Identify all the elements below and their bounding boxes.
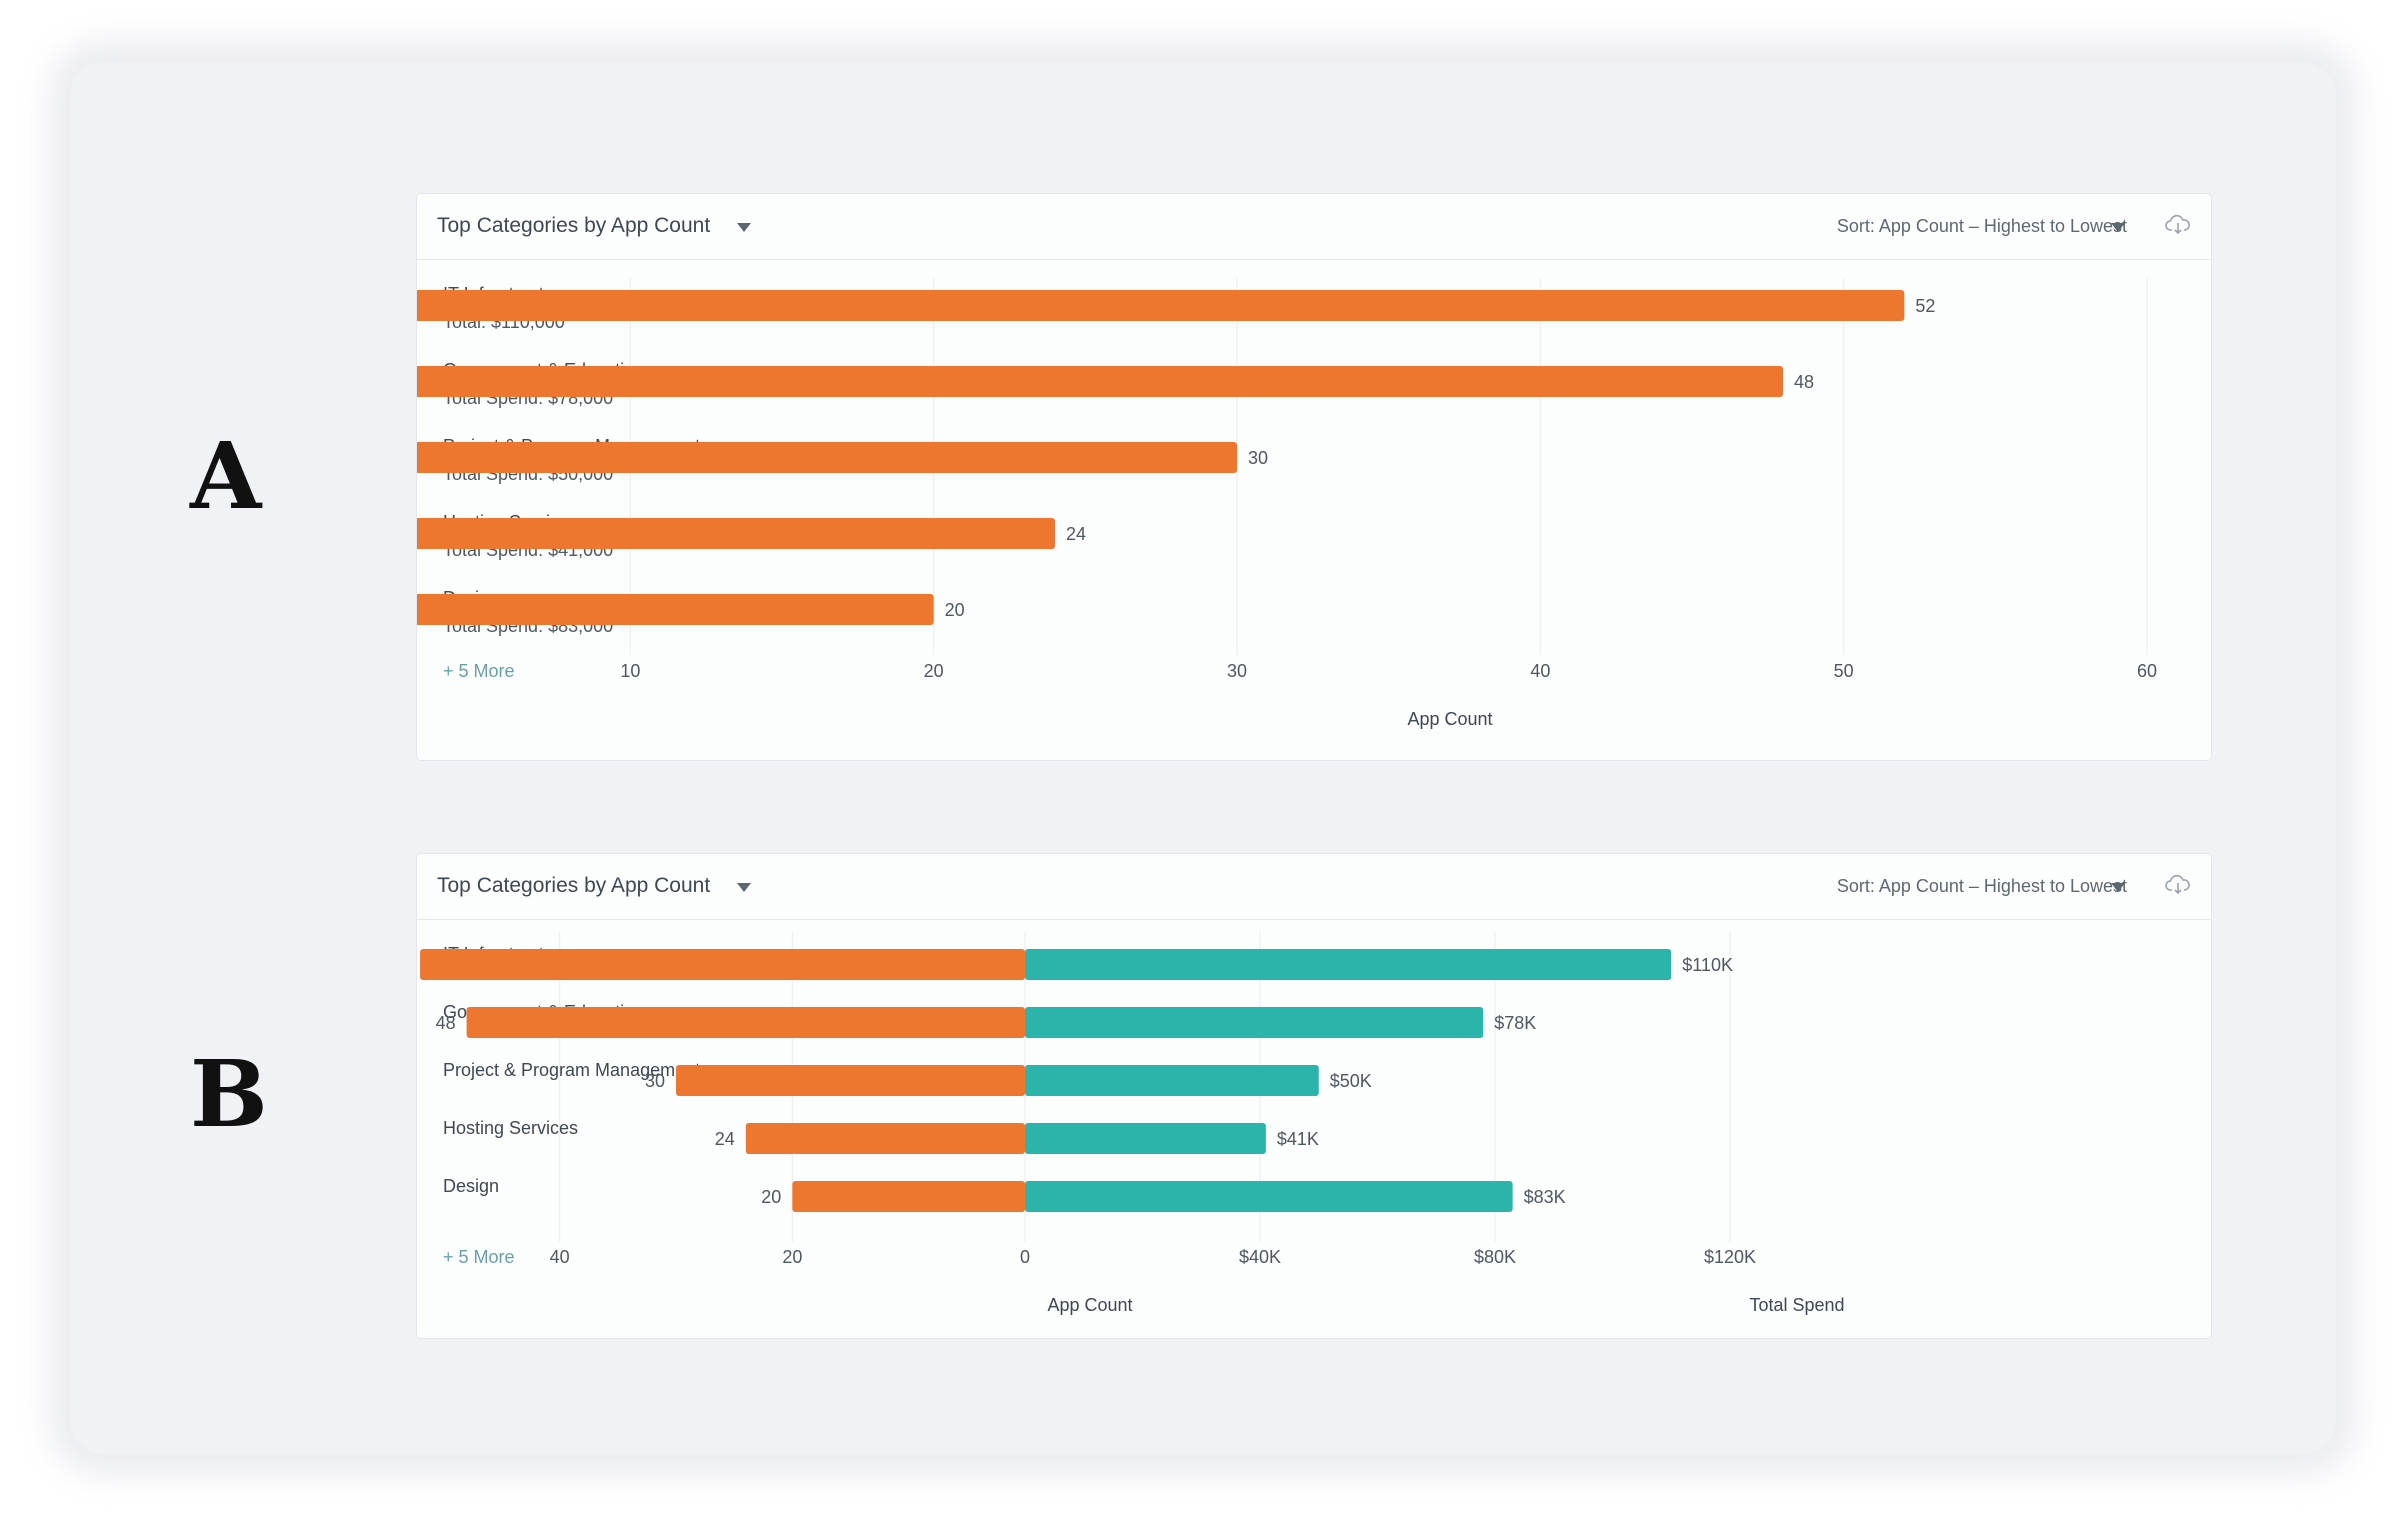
diverging-bar-chart-b: IT Infrastructure52$110KGovernment & Edu… [420,932,1845,1315]
x-tick-label: 40 [1530,661,1550,681]
bar-total-spend [1025,949,1672,980]
bar [417,594,934,625]
x-axis-title: App Count [1407,709,1492,729]
chevron-down-icon[interactable] [2111,883,2125,892]
x-tick-label: 0 [1020,1247,1030,1267]
bar-total-spend [1025,1123,1266,1154]
data-label: 30 [1248,448,1268,468]
letter-b-label: B [190,1040,268,1148]
data-label: 20 [761,1187,781,1207]
x-axis-title-total-spend: Total Spend [1749,1295,1844,1315]
data-label: $50K [1330,1071,1372,1091]
panel-title[interactable]: Top Categories by App Count [437,874,711,897]
bar-app-count [676,1065,1025,1096]
data-label: $110K [1682,955,1733,975]
sort-dropdown[interactable]: Sort: App Count – Highest to Lowest [1836,216,2127,236]
bar-chart-a: IT InfrastructureTotal: $110,00052Govern… [417,278,2157,729]
bar-total-spend [1025,1007,1484,1038]
data-label: 52 [1915,296,1935,316]
more-link[interactable]: + 5 More [443,661,515,681]
data-label: $78K [1494,1013,1536,1033]
x-tick-label: $40K [1239,1247,1281,1267]
panel-header: Top Categories by App Count Sort: App Co… [417,854,2211,920]
data-label: 24 [1066,524,1086,544]
category-label: Hosting Services [443,1118,578,1138]
data-label: 24 [715,1129,735,1149]
sort-dropdown[interactable]: Sort: App Count – Highest to Lowest [1836,876,2127,896]
data-label: 30 [645,1071,665,1091]
data-label: $83K [1524,1187,1566,1207]
x-tick-label: 50 [1834,661,1854,681]
chevron-down-icon[interactable] [737,223,751,232]
x-tick-label: 10 [620,661,640,681]
bar-app-count [420,949,1026,980]
cloud-download-icon[interactable] [2165,874,2191,896]
bar [417,290,1905,321]
data-label: 20 [945,600,965,620]
x-axis-title-app-count: App Count [1047,1295,1132,1315]
category-label: Design [443,1176,499,1196]
panel-header: Top Categories by App Count Sort: App Co… [417,194,2211,260]
x-tick-label: 60 [2137,661,2157,681]
bar-app-count [792,1181,1025,1212]
panel-title[interactable]: Top Categories by App Count [437,214,711,237]
x-tick-label: 20 [782,1247,802,1267]
category-label: Project & Program Management [443,1060,700,1080]
bar [417,442,1237,473]
bar [417,518,1055,549]
letter-a-label: A [190,422,262,530]
bar-app-count [745,1123,1025,1154]
bar-total-spend [1025,1065,1319,1096]
bar-total-spend [1025,1181,1513,1212]
x-tick-label: $120K [1704,1247,1756,1267]
data-label: 48 [436,1013,456,1033]
data-label: 48 [1794,372,1814,392]
bar [417,366,1783,397]
bar-app-count [466,1007,1026,1038]
chevron-down-icon[interactable] [737,883,751,892]
x-tick-label: 20 [924,661,944,681]
chart-panel-b: Top Categories by App Count Sort: App Co… [416,853,2212,1339]
data-label: $41K [1277,1129,1319,1149]
chevron-down-icon[interactable] [2111,223,2125,232]
more-link[interactable]: + 5 More [443,1247,515,1267]
x-tick-label: 30 [1227,661,1247,681]
x-tick-label: $80K [1474,1247,1516,1267]
chart-panel-a: Top Categories by App Count Sort: App Co… [416,193,2212,761]
x-tick-label: 40 [550,1247,570,1267]
cloud-download-icon[interactable] [2165,214,2191,236]
